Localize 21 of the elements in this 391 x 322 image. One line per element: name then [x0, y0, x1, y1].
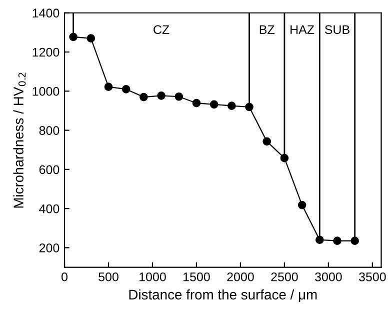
x-tick-label: 3000 [315, 272, 342, 282]
y-tick-label: 200 [39, 243, 60, 252]
x-tick-label: 2000 [227, 272, 254, 282]
x-axis-title: Distance from the surface / μm [129, 289, 317, 302]
x-tick-label: 2500 [271, 272, 298, 282]
y-tick-label: 1200 [32, 48, 60, 57]
y-tick-label: 600 [39, 165, 60, 174]
annotation: HAZ [290, 25, 314, 34]
x-tick-label: 3500 [359, 272, 386, 282]
y-tick-label: 1000 [32, 86, 60, 96]
x-tick-label: 500 [98, 272, 118, 282]
x-tick-label: 0 [62, 272, 68, 282]
annotation: SUB [324, 25, 350, 34]
y-tick-label: 800 [39, 126, 60, 135]
annotation: BZ [260, 25, 274, 34]
x-tick-label: 1500 [184, 272, 210, 282]
y-axis-title: Microhardness / HV$_{0.2}$ [13, 72, 26, 208]
annotation: CZ [154, 25, 170, 34]
y-tick-label: 400 [39, 204, 60, 214]
y-tick-label: 1400 [32, 8, 60, 18]
x-tick-label: 1000 [140, 272, 166, 282]
